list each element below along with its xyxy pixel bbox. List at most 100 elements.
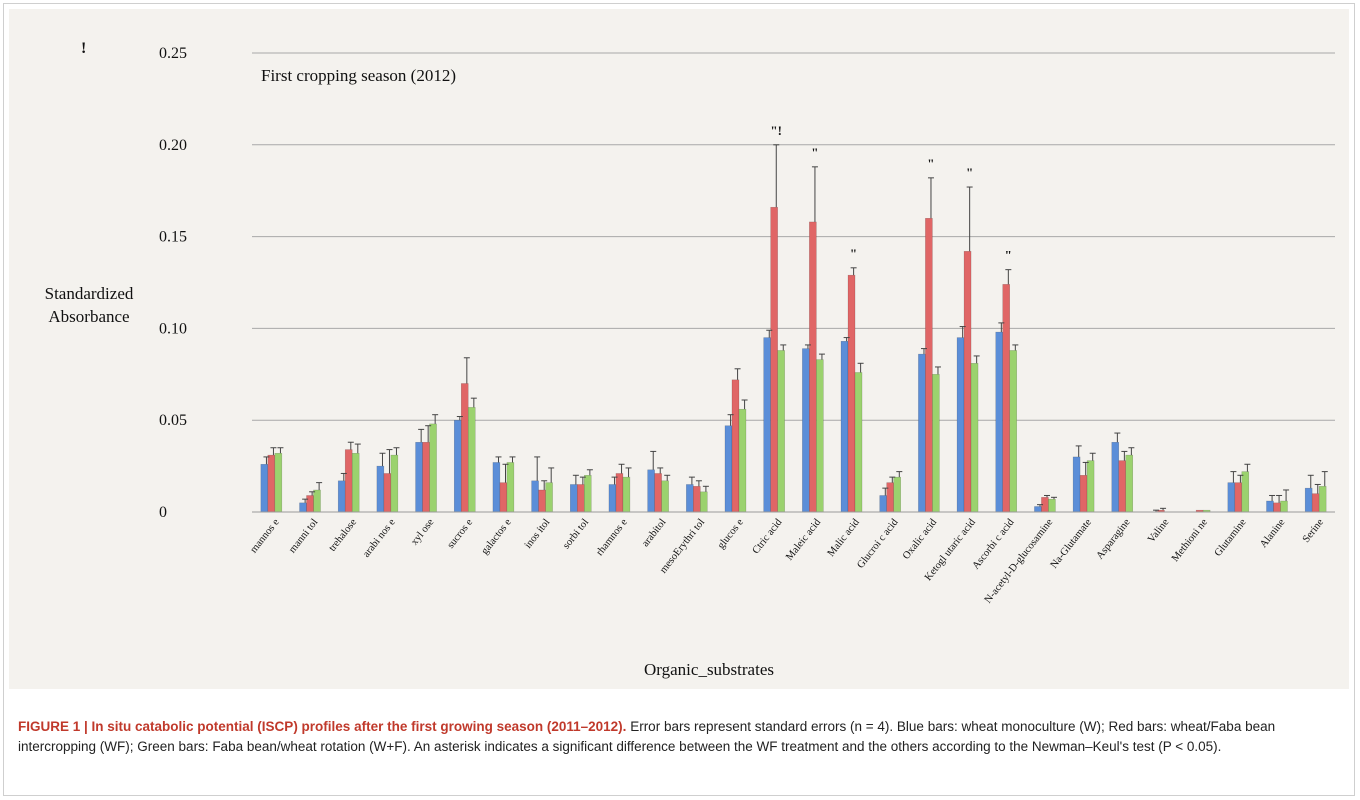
- bar: [467, 407, 476, 513]
- significance-marks: "! " " " " ": [770, 123, 1011, 263]
- bar: [274, 452, 283, 513]
- bar: [1318, 486, 1327, 513]
- stray-mark: !: [81, 40, 86, 57]
- bar: [1280, 500, 1288, 513]
- error-bars: [263, 144, 1328, 512]
- bar: [693, 486, 701, 513]
- bar: [344, 449, 353, 513]
- x-tick-label: Glucroi c acid: [855, 516, 901, 570]
- bar: [816, 359, 824, 513]
- x-tick-label: xyl ose: [409, 517, 436, 548]
- bar: [700, 491, 708, 513]
- bar: [763, 337, 771, 513]
- y-tick-label: 0.15: [159, 229, 187, 246]
- bar: [963, 251, 972, 513]
- bar: [538, 489, 546, 513]
- bar: [622, 476, 631, 513]
- bar: [995, 331, 1003, 513]
- bar: [770, 206, 778, 513]
- bar: [267, 454, 276, 513]
- bar-chart: 0 0.05 0.10 0.15 0.20 0.25 "! " " " " " mannos e ma…: [45, 40, 1335, 679]
- bar: [1118, 460, 1127, 513]
- bar: [1311, 493, 1320, 513]
- significance-mark: ": [811, 145, 818, 160]
- bar: [970, 363, 979, 513]
- bar: [1241, 471, 1250, 513]
- significance-mark: ": [927, 156, 934, 171]
- bar: [351, 452, 360, 513]
- bar: [893, 476, 901, 513]
- bar: [545, 482, 553, 513]
- bar: [422, 441, 430, 513]
- bar: [337, 480, 346, 513]
- bar: [731, 379, 740, 513]
- bar: [1266, 500, 1274, 513]
- bars: [260, 206, 1327, 513]
- bar: [1111, 441, 1120, 513]
- x-tick-label: Maleic acid: [784, 516, 823, 562]
- y-tick-label: 0: [159, 504, 167, 521]
- bar: [570, 484, 578, 513]
- caption-lead: FIGURE 1 | In situ catabolic potential (…: [18, 719, 627, 734]
- bar: [847, 274, 856, 513]
- y-axis-label-line-2: Absorbance: [48, 307, 129, 326]
- bar: [260, 464, 269, 513]
- bar: [608, 484, 617, 513]
- bar: [390, 454, 399, 513]
- y-tick-label: 0.20: [159, 137, 187, 154]
- x-tick-label: Glutamine: [1213, 517, 1249, 559]
- bar: [1034, 506, 1042, 513]
- bar: [499, 482, 508, 513]
- bar: [879, 495, 887, 513]
- bar: [647, 469, 655, 513]
- bar: [584, 475, 592, 513]
- x-tick-labels: mannos e manni tol trehalose arabi nos e xyl…: [248, 516, 1326, 605]
- x-tick-label: Asparagine: [1095, 517, 1133, 562]
- bar: [854, 372, 863, 513]
- significance-mark: "!: [770, 123, 782, 138]
- bar: [809, 221, 817, 513]
- bar: [661, 480, 669, 513]
- figure-frame: 0 0.05 0.10 0.15 0.20 0.25 "! " " " " " mannos e ma…: [3, 3, 1355, 796]
- significance-mark: ": [1005, 248, 1012, 263]
- x-tick-label: sorbi tol: [561, 517, 591, 551]
- x-tick-label: Alanine: [1258, 517, 1287, 550]
- bar: [1273, 502, 1281, 513]
- x-tick-label: Malic acid: [826, 516, 863, 559]
- bar: [1072, 456, 1081, 513]
- x-tick-label: rhamnos e: [594, 517, 630, 558]
- bar: [615, 473, 624, 513]
- y-tick-labels: 0 0.05 0.10 0.15 0.20 0.25: [159, 45, 187, 521]
- bar: [1002, 284, 1010, 513]
- x-tick-label: trehalose: [327, 517, 359, 554]
- bar: [925, 217, 933, 513]
- bar: [299, 502, 307, 513]
- bar: [429, 423, 437, 513]
- bar: [956, 337, 965, 513]
- x-tick-label: inos itol: [523, 517, 553, 551]
- bar: [453, 419, 462, 513]
- plot-panel: 0 0.05 0.10 0.15 0.20 0.25 "! " " " " " mannos e ma…: [9, 9, 1349, 689]
- x-tick-label: arabi nos e: [361, 517, 398, 560]
- significance-mark: ": [966, 165, 973, 180]
- bar: [1234, 482, 1243, 513]
- y-tick-label: 0.25: [159, 45, 187, 62]
- bar: [376, 465, 385, 513]
- x-tick-label: sucros e: [445, 517, 475, 551]
- bar: [918, 353, 926, 513]
- figure-caption: FIGURE 1 | In situ catabolic potential (…: [18, 717, 1340, 757]
- x-tick-label: arabitol: [640, 517, 668, 549]
- x-tick-label: mannos e: [248, 517, 281, 556]
- bar: [724, 425, 733, 513]
- bar: [1086, 460, 1095, 513]
- bar: [802, 348, 810, 513]
- bar: [840, 341, 849, 513]
- x-tick-label: Serine: [1301, 517, 1326, 545]
- bar: [313, 489, 321, 513]
- x-tick-label: Oxalic acid: [901, 516, 940, 561]
- x-tick-label: manni tol: [287, 517, 320, 555]
- bar: [492, 462, 501, 513]
- y-tick-label: 0.05: [159, 412, 187, 429]
- bar: [1048, 498, 1056, 513]
- x-axis-label: Organic_substrates: [644, 660, 774, 679]
